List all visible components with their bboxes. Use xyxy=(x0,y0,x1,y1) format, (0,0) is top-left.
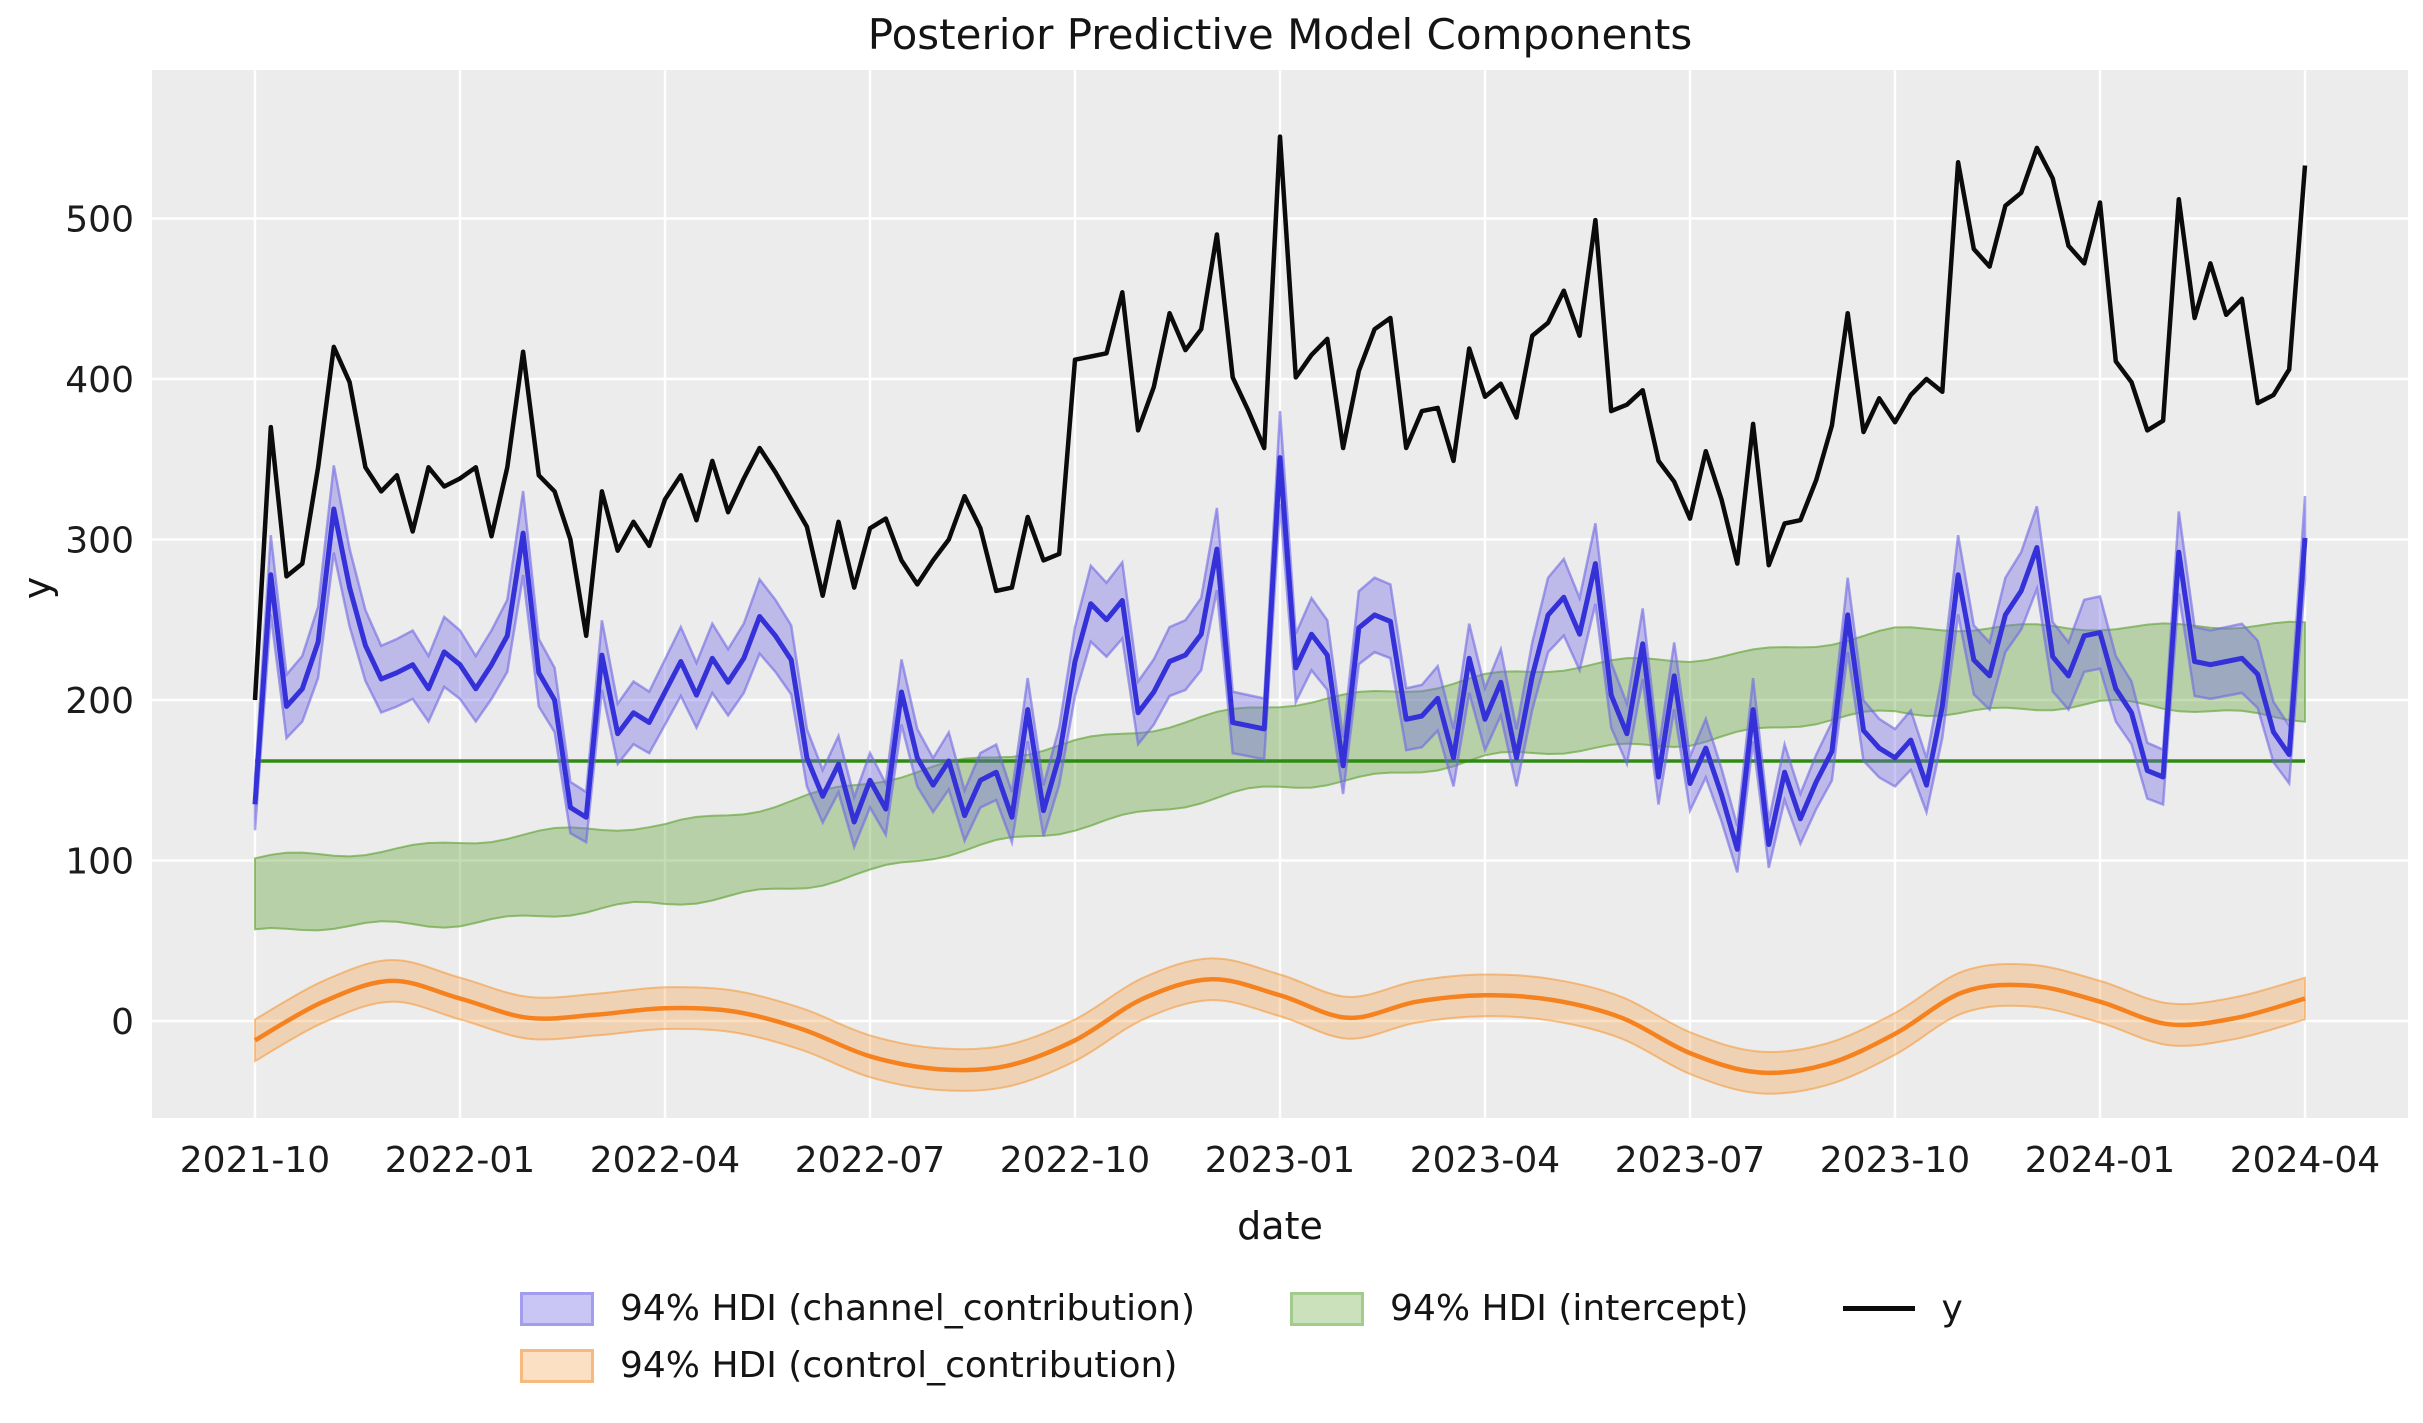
x-tick-label-2023-01: 2023-01 xyxy=(1205,1140,1355,1181)
legend-item-control: 94% HDI (control_contribution) xyxy=(520,1345,1177,1386)
x-tick-label-2024-01: 2024-01 xyxy=(2025,1140,2175,1181)
y-tick-label-500: 500 xyxy=(65,200,134,241)
x-tick-label-2022-07: 2022-07 xyxy=(795,1140,945,1181)
x-tick-label-2022-10: 2022-10 xyxy=(1000,1140,1150,1181)
y-line xyxy=(252,134,2308,701)
legend: 94% HDI (channel_contribution) 94% HDI (… xyxy=(520,1288,1963,1386)
control-mean-line xyxy=(253,977,2306,1076)
control-hdi-swatch xyxy=(520,1348,594,1383)
chart-title: Posterior Predictive Model Components xyxy=(867,10,1693,59)
legend-label-intercept: 94% HDI (intercept) xyxy=(1390,1288,1749,1329)
x-tick-label-2022-01: 2022-01 xyxy=(385,1140,535,1181)
legend-item-channel: 94% HDI (channel_contribution) xyxy=(520,1288,1195,1329)
y-tick-label-400: 400 xyxy=(65,360,134,401)
y-axis-label: y xyxy=(15,576,59,600)
x-tick-label-2024-04: 2024-04 xyxy=(2230,1140,2380,1181)
x-axis-label: date xyxy=(1237,1204,1323,1248)
legend-label-control: 94% HDI (control_contribution) xyxy=(620,1345,1178,1386)
legend-item-intercept: 94% HDI (intercept) xyxy=(1290,1288,1748,1329)
legend-row-2: 94% HDI (control_contribution) xyxy=(520,1345,1963,1386)
x-tick-label-2021-10: 2021-10 xyxy=(180,1140,330,1181)
legend-label-channel: 94% HDI (channel_contribution) xyxy=(620,1288,1196,1329)
y-line-marker xyxy=(1843,1306,1916,1311)
legend-label-y: y xyxy=(1941,1288,1963,1329)
x-tick-label-2023-10: 2023-10 xyxy=(1820,1140,1970,1181)
intercept-hdi-swatch xyxy=(1290,1291,1365,1326)
channel-mean-line xyxy=(252,455,2308,852)
channel-hdi-swatch xyxy=(520,1291,594,1326)
control-hdi-band xyxy=(254,957,2306,1095)
y-tick-label-200: 200 xyxy=(65,681,134,722)
legend-item-y: y xyxy=(1843,1288,1963,1329)
legend-row-1: 94% HDI (channel_contribution) 94% HDI (… xyxy=(520,1288,1963,1329)
x-tick-label-2023-04: 2023-04 xyxy=(1410,1140,1560,1181)
x-tick-label-2022-04: 2022-04 xyxy=(590,1140,740,1181)
y-tick-label-300: 300 xyxy=(65,521,134,562)
y-tick-label-0: 0 xyxy=(111,1002,134,1043)
y-tick-label-100: 100 xyxy=(65,842,134,883)
channel-hdi-band xyxy=(253,410,2307,873)
intercept-hdi-band xyxy=(254,620,2306,932)
x-tick-label-2023-07: 2023-07 xyxy=(1615,1140,1765,1181)
